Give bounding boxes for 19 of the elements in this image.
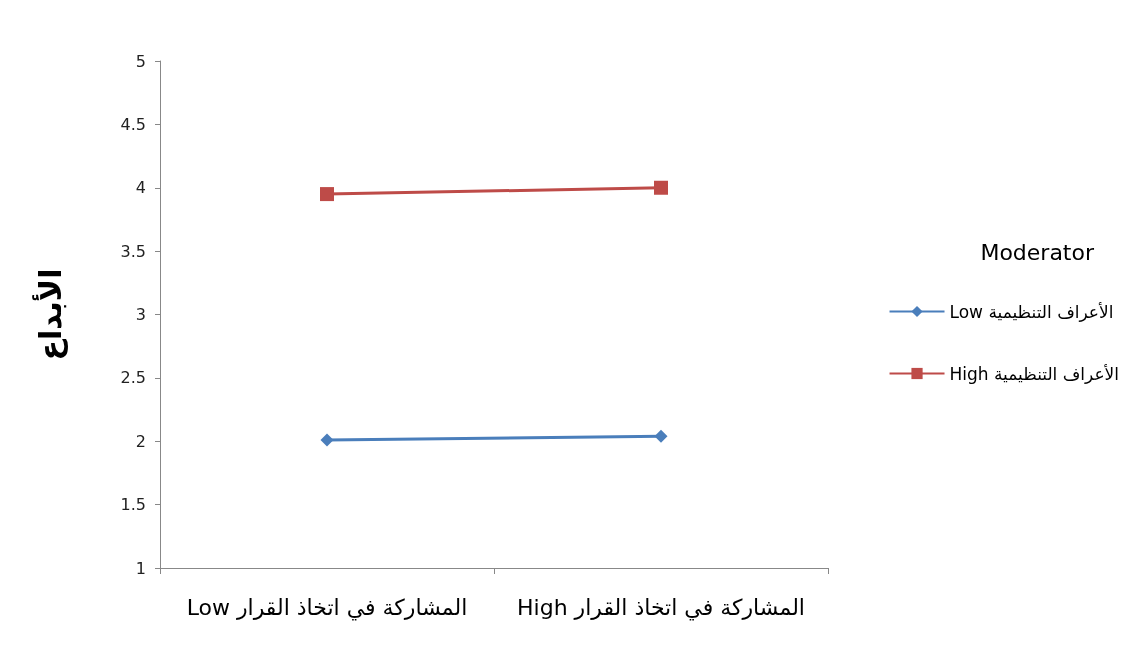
point [320, 433, 334, 447]
y-tick-label: 5 [135, 51, 146, 71]
x-tick-label: Low المشاركة في اتخاذ القرار [186, 594, 468, 621]
y-tick-label: 1.5 [120, 495, 146, 515]
y-tick-label: 3.5 [120, 241, 146, 261]
y-tick-label: 4.5 [120, 114, 146, 134]
y-tick-label: 2 [135, 431, 146, 451]
point [654, 429, 668, 443]
y-axis-title: الأبداع [31, 268, 68, 361]
legend-title: Moderator [980, 239, 1095, 265]
y-tick-label: 2.5 [120, 368, 146, 388]
y-tick-label: 3 [135, 305, 146, 324]
point [320, 187, 334, 202]
point [654, 180, 668, 195]
y-tick-label: 1 [135, 558, 146, 578]
legend-label: Low الأعراف التنظيمية [949, 301, 1114, 322]
y-tick-label: 4 [135, 178, 146, 198]
legend-label: High الأعراف التنظيمية [949, 363, 1120, 384]
x-tick-label: High المشاركة في اتخاذ القرار [517, 594, 805, 621]
